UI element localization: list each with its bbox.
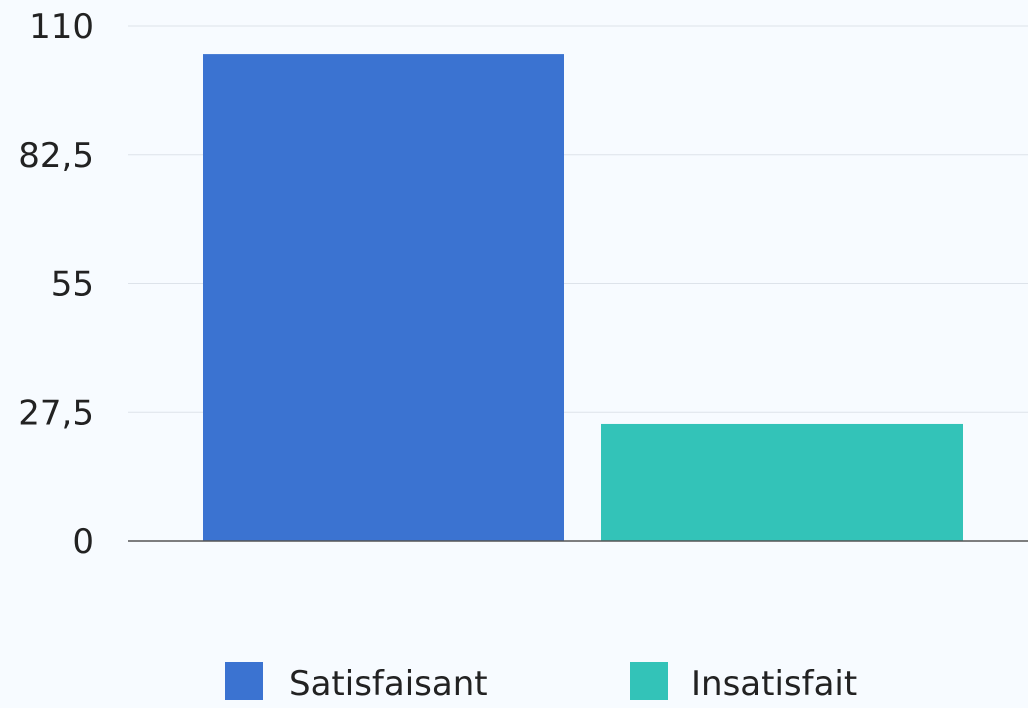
legend-item-insatisfait[interactable]: Insatisfait [630, 662, 857, 704]
y-tick-label: 110 [29, 7, 94, 47]
legend-label: Insatisfait [691, 664, 857, 704]
bars [203, 54, 963, 541]
y-axis-ticks: 0 27,5 55 82,5 110 [18, 7, 94, 562]
y-tick-label: 27,5 [18, 393, 94, 433]
legend: Satisfaisant Insatisfait [225, 662, 857, 704]
legend-label: Satisfaisant [289, 664, 488, 704]
legend-swatch [630, 662, 668, 700]
legend-item-satisfaisant[interactable]: Satisfaisant [225, 662, 488, 704]
legend-swatch [225, 662, 263, 700]
bar-insatisfait[interactable] [601, 423, 963, 541]
y-tick-label: 0 [72, 522, 94, 562]
y-tick-label: 82,5 [18, 136, 94, 176]
bar-satisfaisant[interactable] [203, 54, 564, 541]
y-tick-label: 55 [51, 265, 94, 305]
